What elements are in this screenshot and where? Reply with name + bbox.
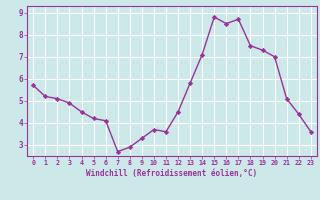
X-axis label: Windchill (Refroidissement éolien,°C): Windchill (Refroidissement éolien,°C) [86,169,258,178]
